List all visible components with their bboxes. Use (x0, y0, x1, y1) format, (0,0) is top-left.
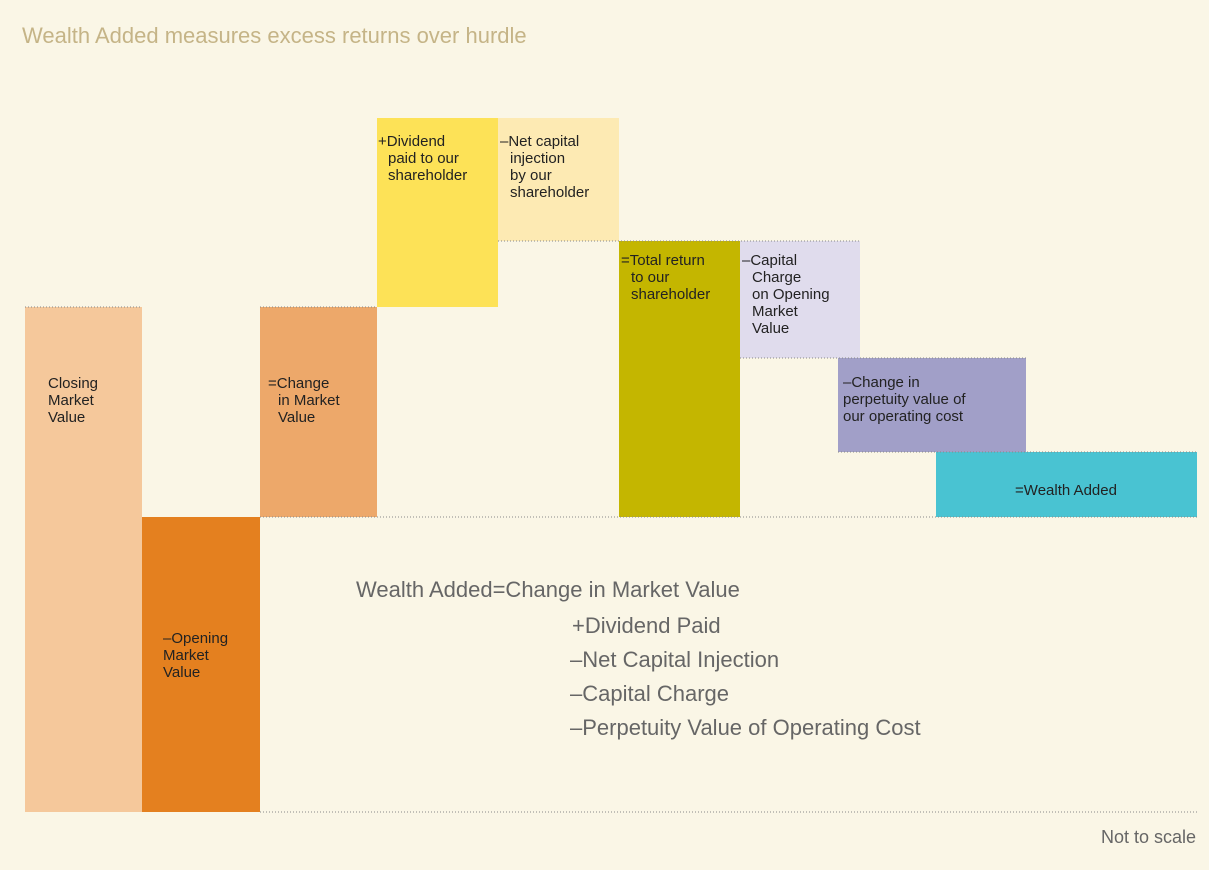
label-line: =Total return (621, 252, 705, 269)
label-line: shareholder (510, 184, 589, 201)
label-line: by our (510, 167, 552, 184)
label-line: shareholder (388, 167, 467, 184)
block (25, 307, 142, 812)
block (260, 307, 377, 517)
label-line: –Net capital (500, 133, 579, 150)
block-label: Closing Market Value (48, 375, 98, 426)
label-line: paid to our (388, 150, 459, 167)
block-label: +Dividend paid to our shareholder (378, 133, 467, 184)
block-label: –Capital Charge on Opening Market Value (742, 252, 830, 337)
label-line: shareholder (631, 286, 710, 303)
block-label: =Change in Market Value (268, 375, 341, 426)
block (498, 118, 619, 241)
label-line: to our (631, 269, 669, 286)
block (740, 241, 860, 358)
label-line: Market (163, 647, 210, 664)
label-line: –Capital (742, 252, 797, 269)
label-line: Value (48, 409, 85, 426)
label-line: Value (278, 409, 315, 426)
block-label: =Wealth Added (1015, 482, 1117, 499)
formula-line: +Dividend Paid (572, 613, 721, 638)
label-line: =Wealth Added (1015, 482, 1117, 499)
label-line: injection (510, 150, 565, 167)
footnote: Not to scale (1101, 827, 1196, 847)
guides (25, 240, 1197, 813)
label-line: –Opening (163, 630, 228, 647)
label-line: Value (163, 664, 200, 681)
title: Wealth Added measures excess returns ove… (22, 23, 527, 48)
formula-line: Wealth Added=Change in Market Value (356, 577, 740, 602)
label-line: +Dividend (378, 133, 445, 150)
formula-line: –Net Capital Injection (570, 647, 779, 672)
label-line: –Change in (843, 374, 920, 391)
block-label: –Net capital injection by our shareholder (500, 133, 589, 201)
label-line: Closing (48, 375, 98, 392)
label-line: Market (752, 303, 799, 320)
block-label: =Total return to our shareholder (621, 252, 710, 303)
formula-line: –Capital Charge (570, 681, 729, 706)
label-line: perpetuity value of (843, 391, 966, 408)
block-label: –Change in perpetuity value of our operati… (843, 374, 966, 425)
block (619, 241, 740, 517)
block (936, 452, 1197, 517)
block-label: –Opening Market Value (163, 630, 228, 681)
label-line: =Change (268, 375, 329, 392)
label-line: Value (752, 320, 789, 337)
label-line: our operating cost (843, 408, 964, 425)
label-line: on Opening (752, 286, 830, 303)
block (377, 118, 498, 307)
block (142, 517, 260, 812)
label-line: Market (48, 392, 95, 409)
block (838, 358, 1026, 452)
formula-line: –Perpetuity Value of Operating Cost (570, 715, 921, 740)
label-line: in Market (278, 392, 341, 409)
label-line: Charge (752, 269, 801, 286)
